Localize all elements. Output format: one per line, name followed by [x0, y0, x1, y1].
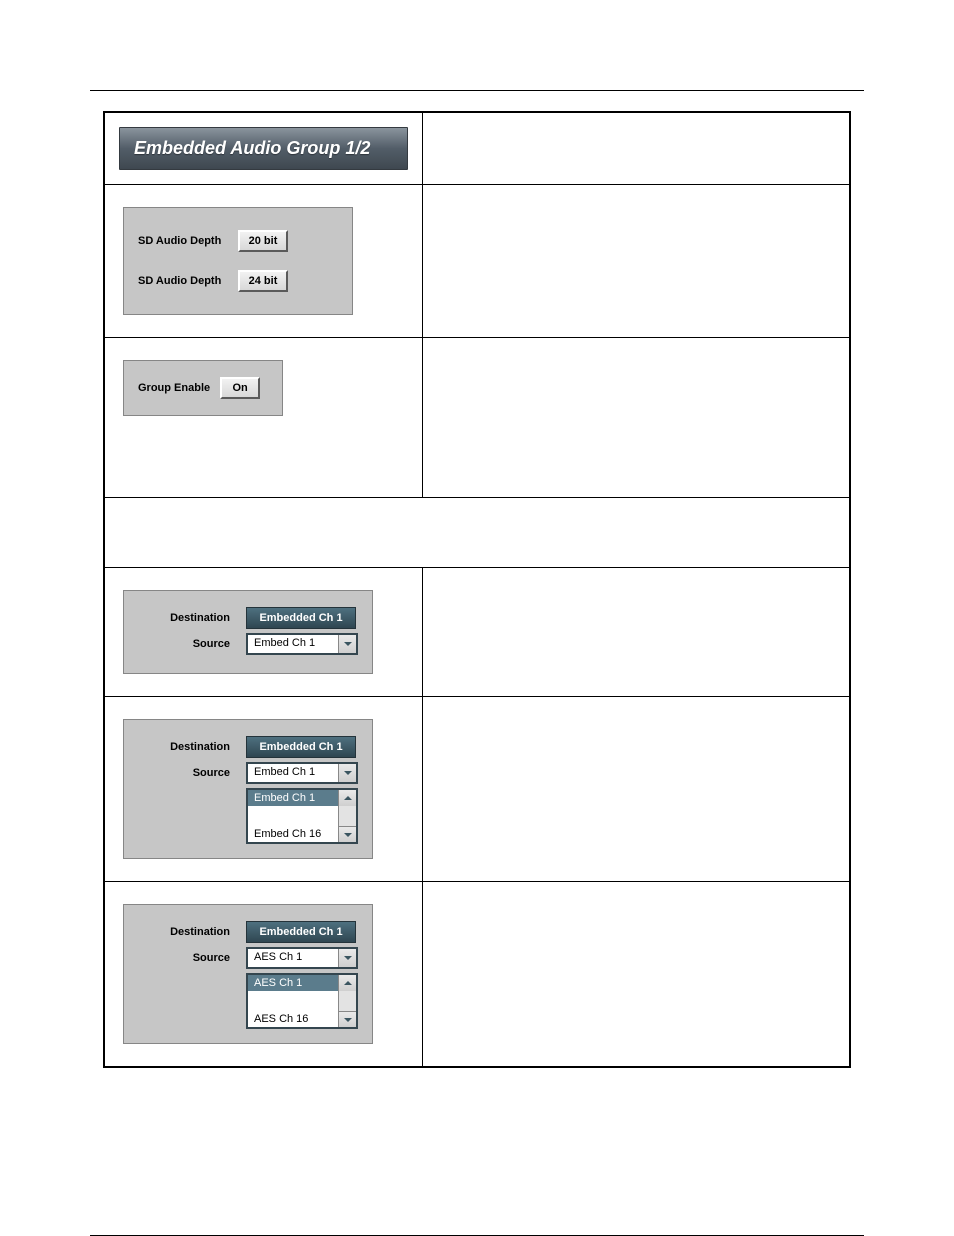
- routing-block-2-cell: Destination Embedded Ch 1 Source Embed C…: [104, 697, 422, 882]
- chevron-down-icon[interactable]: [338, 949, 356, 967]
- content-table: Embedded Audio Group 1/2 SD Audio Depth …: [103, 111, 851, 1068]
- list-item[interactable]: Embed Ch 1: [248, 790, 338, 806]
- routing-block-1: Destination Embedded Ch 1 Source Embed C…: [123, 590, 373, 674]
- audio-depth-label-2: SD Audio Depth: [138, 275, 228, 287]
- audio-depth-desc-cell: [422, 185, 850, 338]
- scrollbar[interactable]: [338, 975, 356, 1027]
- chevron-up-icon[interactable]: [339, 790, 356, 806]
- src-list-2-body: Embed Ch 1 Embed Ch 16: [248, 790, 338, 842]
- chevron-up-icon[interactable]: [339, 975, 356, 991]
- routing-block-1-desc: [422, 568, 850, 697]
- routing-block-3: Destination Embedded Ch 1 Source AES Ch …: [123, 904, 373, 1044]
- dest-label-3: Destination: [138, 926, 230, 938]
- routing-block-3-cell: Destination Embedded Ch 1 Source AES Ch …: [104, 882, 422, 1068]
- dest-value-1: Embedded Ch 1: [246, 607, 356, 629]
- src-combo-3[interactable]: AES Ch 1: [246, 947, 358, 969]
- list-item[interactable]: AES Ch 16: [248, 1011, 338, 1027]
- src-combo-2[interactable]: Embed Ch 1: [246, 762, 358, 784]
- routing-block-1-cell: Destination Embedded Ch 1 Source Embed C…: [104, 568, 422, 697]
- audio-depth-row-2: SD Audio Depth 24 bit: [138, 270, 338, 292]
- header-cell: Embedded Audio Group 1/2: [104, 112, 422, 185]
- group-enable-row: Group Enable On: [138, 377, 268, 399]
- audio-depth-toggle-20bit[interactable]: 20 bit: [238, 230, 288, 252]
- src-combo-2-text: Embed Ch 1: [248, 764, 338, 782]
- src-list-3-body: AES Ch 1 AES Ch 16: [248, 975, 338, 1027]
- routing-block-2-desc: [422, 697, 850, 882]
- list-item[interactable]: AES Ch 1: [248, 975, 338, 991]
- src-list-3-wrap: AES Ch 1 AES Ch 16: [246, 973, 358, 1029]
- src-row-1: Source Embed Ch 1: [138, 633, 358, 655]
- group-enable-panel: Group Enable On: [123, 360, 283, 416]
- src-combo-1-text: Embed Ch 1: [248, 635, 338, 653]
- src-label-3: Source: [138, 952, 230, 964]
- dest-row-3: Destination Embedded Ch 1: [138, 921, 358, 943]
- dest-value-3: Embedded Ch 1: [246, 921, 356, 943]
- section-header: Embedded Audio Group 1/2: [119, 127, 408, 170]
- list-item[interactable]: Embed Ch 16: [248, 826, 338, 842]
- chevron-down-icon[interactable]: [339, 826, 356, 842]
- src-row-3: Source AES Ch 1: [138, 947, 358, 969]
- src-row-2: Source Embed Ch 1: [138, 762, 358, 784]
- audio-depth-label-1: SD Audio Depth: [138, 235, 228, 247]
- src-label-2: Source: [138, 767, 230, 779]
- audio-depth-toggle-24bit[interactable]: 24 bit: [238, 270, 288, 292]
- audio-depth-cell: SD Audio Depth 20 bit SD Audio Depth 24 …: [104, 185, 422, 338]
- dest-row-1: Destination Embedded Ch 1: [138, 607, 358, 629]
- chevron-down-icon[interactable]: [338, 764, 356, 782]
- group-enable-cell: Group Enable On: [104, 338, 422, 498]
- routing-block-3-desc: [422, 882, 850, 1068]
- src-list-2-wrap: Embed Ch 1 Embed Ch 16: [246, 788, 358, 844]
- src-combo-1[interactable]: Embed Ch 1: [246, 633, 358, 655]
- src-list-2[interactable]: Embed Ch 1 Embed Ch 16: [246, 788, 358, 844]
- scrollbar[interactable]: [338, 790, 356, 842]
- spacer-row: [104, 498, 850, 568]
- dest-label-2: Destination: [138, 741, 230, 753]
- chevron-down-icon[interactable]: [338, 635, 356, 653]
- group-enable-desc-cell: [422, 338, 850, 498]
- src-combo-3-text: AES Ch 1: [248, 949, 338, 967]
- audio-depth-row-1: SD Audio Depth 20 bit: [138, 230, 338, 252]
- header-desc-cell: [422, 112, 850, 185]
- src-list-3[interactable]: AES Ch 1 AES Ch 16: [246, 973, 358, 1029]
- dest-row-2: Destination Embedded Ch 1: [138, 736, 358, 758]
- group-enable-label: Group Enable: [138, 382, 210, 394]
- dest-value-2: Embedded Ch 1: [246, 736, 356, 758]
- src-label-1: Source: [138, 638, 230, 650]
- dest-label-1: Destination: [138, 612, 230, 624]
- chevron-down-icon[interactable]: [339, 1011, 356, 1027]
- routing-block-2: Destination Embedded Ch 1 Source Embed C…: [123, 719, 373, 859]
- audio-depth-panel: SD Audio Depth 20 bit SD Audio Depth 24 …: [123, 207, 353, 315]
- page-top-rule: [90, 90, 864, 91]
- group-enable-toggle[interactable]: On: [220, 377, 260, 399]
